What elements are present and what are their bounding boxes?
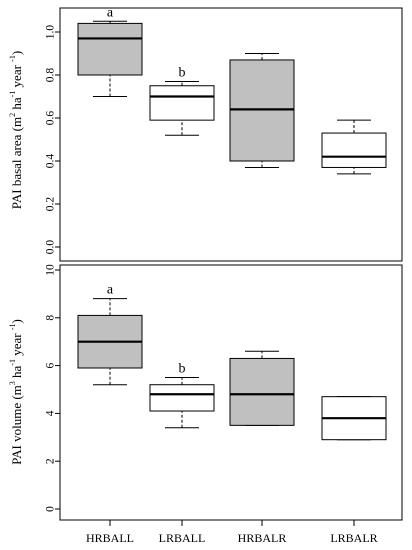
y-tick-label: 8 [45,315,57,321]
box-LRBALL: b [149,362,215,429]
x-tick-label-HRBALR: HRBALR [238,531,287,545]
significance-letter: a [107,283,114,298]
x-tick-label-LRBALR: LRBALR [330,531,377,545]
significance-letter: b [179,362,186,377]
y-tick-label: 1.0 [45,25,57,40]
iqr-box [77,22,143,76]
y-tick-label: 0 [45,506,57,512]
y-tick-label: 10 [45,264,57,276]
box-HRBALL: a [77,283,143,386]
box-LRBALR [321,396,387,441]
y-tick-label: 0.8 [45,68,57,83]
y-tick-label: 4 [45,410,57,416]
y-tick-label: 0.0 [45,240,57,255]
iqr-box [321,132,387,168]
y-tick-label: 6 [45,362,57,368]
y-tick-label: 0.4 [45,154,57,169]
x-tick-label-HRBALL: HRBALL [86,531,134,545]
iqr-box [149,85,215,121]
iqr-box [149,384,215,412]
significance-letter: b [179,65,186,80]
panel-1: 0.0 0.2 0.4 0.6 0.8 1.0 PAI basal area (m2 ha-… [8,5,403,262]
y-axis-title: PAI basal area (m2 ha-1 year -1) [8,51,24,209]
y-tick-label: 0.2 [45,197,57,212]
box-HRBALR [229,350,295,426]
y-tick-label: 0.6 [45,111,57,126]
box-HRBALR [229,53,295,168]
iqr-box [229,357,295,426]
y-tick-label: 2 [45,458,57,464]
plot-frame [59,264,403,521]
significance-letter: a [107,5,114,20]
plot-frame [59,7,403,262]
box-LRBALR [321,119,387,175]
box-LRBALL: b [149,65,215,136]
x-tick-label-LRBALL: LRBALL [159,531,206,545]
box-HRBALL: a [77,5,143,97]
y-axis-title: PAI volume (m3 ha-1 year -1) [8,319,24,465]
panel-2: 0 2 4 6 8 10 PAI volume (m3 ha-1 year -1) a b [8,264,403,521]
